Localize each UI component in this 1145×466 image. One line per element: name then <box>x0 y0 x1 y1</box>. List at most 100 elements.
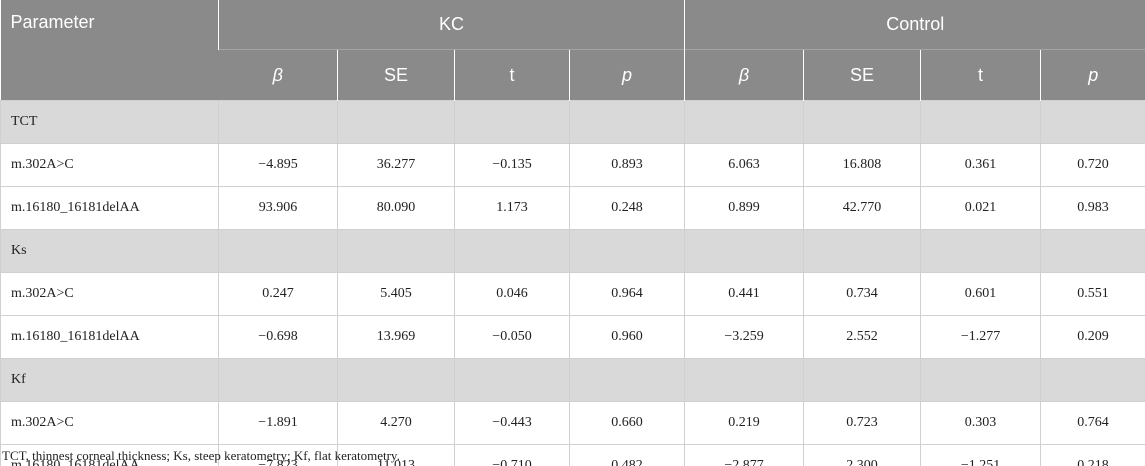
empty-cell <box>684 229 805 273</box>
data-row: m.16180_16181delAA −7.823 11.013 −0.710 0.48… <box>0 444 1145 466</box>
cell: 42.770 <box>803 186 922 230</box>
empty-cell <box>568 229 686 273</box>
column-header-row: β SE t p β SE t p <box>1 49 1145 101</box>
cell: 0.964 <box>568 272 686 316</box>
empty-cell <box>337 229 455 273</box>
cell: −0.135 <box>454 143 570 187</box>
cell: 0.764 <box>1040 401 1145 445</box>
empty-cell <box>684 358 805 402</box>
cell: 2.552 <box>803 315 922 359</box>
empty-cell <box>1040 358 1145 402</box>
cell: 0.723 <box>803 401 922 445</box>
cell: 0.482 <box>568 444 686 466</box>
cell: 0.247 <box>218 272 338 316</box>
empty-cell <box>218 100 338 144</box>
cell: 80.090 <box>337 186 455 230</box>
cell: 0.021 <box>920 186 1042 230</box>
column-header: SE <box>337 49 455 101</box>
section-row: Kf <box>0 358 1145 402</box>
empty-cell <box>337 358 455 402</box>
cell: 4.270 <box>337 401 455 445</box>
empty-cell <box>454 358 570 402</box>
cell: 13.969 <box>337 315 455 359</box>
cell: 0.960 <box>568 315 686 359</box>
empty-cell <box>568 100 686 144</box>
cell: −0.050 <box>454 315 570 359</box>
column-header: β <box>218 49 338 101</box>
cell: 1.173 <box>454 186 570 230</box>
empty-cell <box>454 229 570 273</box>
empty-cell <box>454 100 570 144</box>
cell: 0.218 <box>1040 444 1145 466</box>
cell: −0.443 <box>454 401 570 445</box>
row-name: m.302A>C <box>0 143 219 187</box>
parameter-header: Parameter <box>0 0 219 101</box>
empty-cell <box>218 358 338 402</box>
cell: 36.277 <box>337 143 455 187</box>
column-header: p <box>1040 49 1145 101</box>
row-name: m.302A>C <box>0 272 219 316</box>
empty-cell <box>218 229 338 273</box>
cell: 0.361 <box>920 143 1042 187</box>
row-name: m.302A>C <box>0 401 219 445</box>
column-header: t <box>454 49 570 101</box>
cell: 0.046 <box>454 272 570 316</box>
cell: 0.601 <box>920 272 1042 316</box>
empty-cell <box>920 358 1042 402</box>
footnote: TCT, thinnest corneal thickness; Ks, ste… <box>2 448 400 463</box>
empty-cell <box>337 100 455 144</box>
data-row: m.302A>C −4.895 36.277 −0.135 0.893 6.063 16.8… <box>0 143 1145 187</box>
cell: −3.259 <box>684 315 805 359</box>
empty-cell <box>803 358 922 402</box>
column-header: SE <box>803 49 921 101</box>
cell: 16.808 <box>803 143 922 187</box>
section-row: TCT <box>0 100 1145 144</box>
cell: 2.300 <box>803 444 922 466</box>
data-row: m.302A>C 0.247 5.405 0.046 0.964 0.441 0.734 0.… <box>0 272 1145 316</box>
empty-cell <box>803 100 922 144</box>
column-header: p <box>568 49 685 101</box>
row-name: m.16180_16181delAA <box>0 315 219 359</box>
cell: −2.877 <box>684 444 805 466</box>
data-row: m.302A>C −1.891 4.270 −0.443 0.660 0.219 0.723… <box>0 401 1145 445</box>
cell: 5.405 <box>337 272 455 316</box>
section-label: Kf <box>0 358 219 402</box>
empty-cell <box>920 229 1042 273</box>
section-row: Ks <box>0 229 1145 273</box>
cell: 0.734 <box>803 272 922 316</box>
cell: −1.251 <box>920 444 1042 466</box>
cell: −0.710 <box>454 444 570 466</box>
cell: 93.906 <box>218 186 338 230</box>
empty-cell <box>1040 229 1145 273</box>
cell: 0.219 <box>684 401 805 445</box>
empty-cell <box>1040 100 1145 144</box>
cell: 0.551 <box>1040 272 1145 316</box>
cell: 0.893 <box>568 143 686 187</box>
group-header: Control <box>684 0 1145 50</box>
empty-cell <box>684 100 805 144</box>
cell: −0.698 <box>218 315 338 359</box>
cell: 0.248 <box>568 186 686 230</box>
row-name: m.16180_16181delAA <box>0 186 219 230</box>
cell: 6.063 <box>684 143 805 187</box>
group-header: KC <box>217 0 685 50</box>
cell: 0.720 <box>1040 143 1145 187</box>
cell: −1.891 <box>218 401 338 445</box>
empty-cell <box>568 358 686 402</box>
section-label: TCT <box>0 100 219 144</box>
empty-cell <box>803 229 922 273</box>
cell: −4.895 <box>218 143 338 187</box>
column-header: β <box>684 49 804 101</box>
data-row: m.16180_16181delAA 93.906 80.090 1.173 0.248… <box>0 186 1145 230</box>
cell: 0.209 <box>1040 315 1145 359</box>
column-header: t <box>920 49 1041 101</box>
cell: 0.899 <box>684 186 805 230</box>
cell: 0.983 <box>1040 186 1145 230</box>
cell: 0.660 <box>568 401 686 445</box>
cell: −1.277 <box>920 315 1042 359</box>
empty-cell <box>920 100 1042 144</box>
cell: 0.303 <box>920 401 1042 445</box>
cell: 0.441 <box>684 272 805 316</box>
